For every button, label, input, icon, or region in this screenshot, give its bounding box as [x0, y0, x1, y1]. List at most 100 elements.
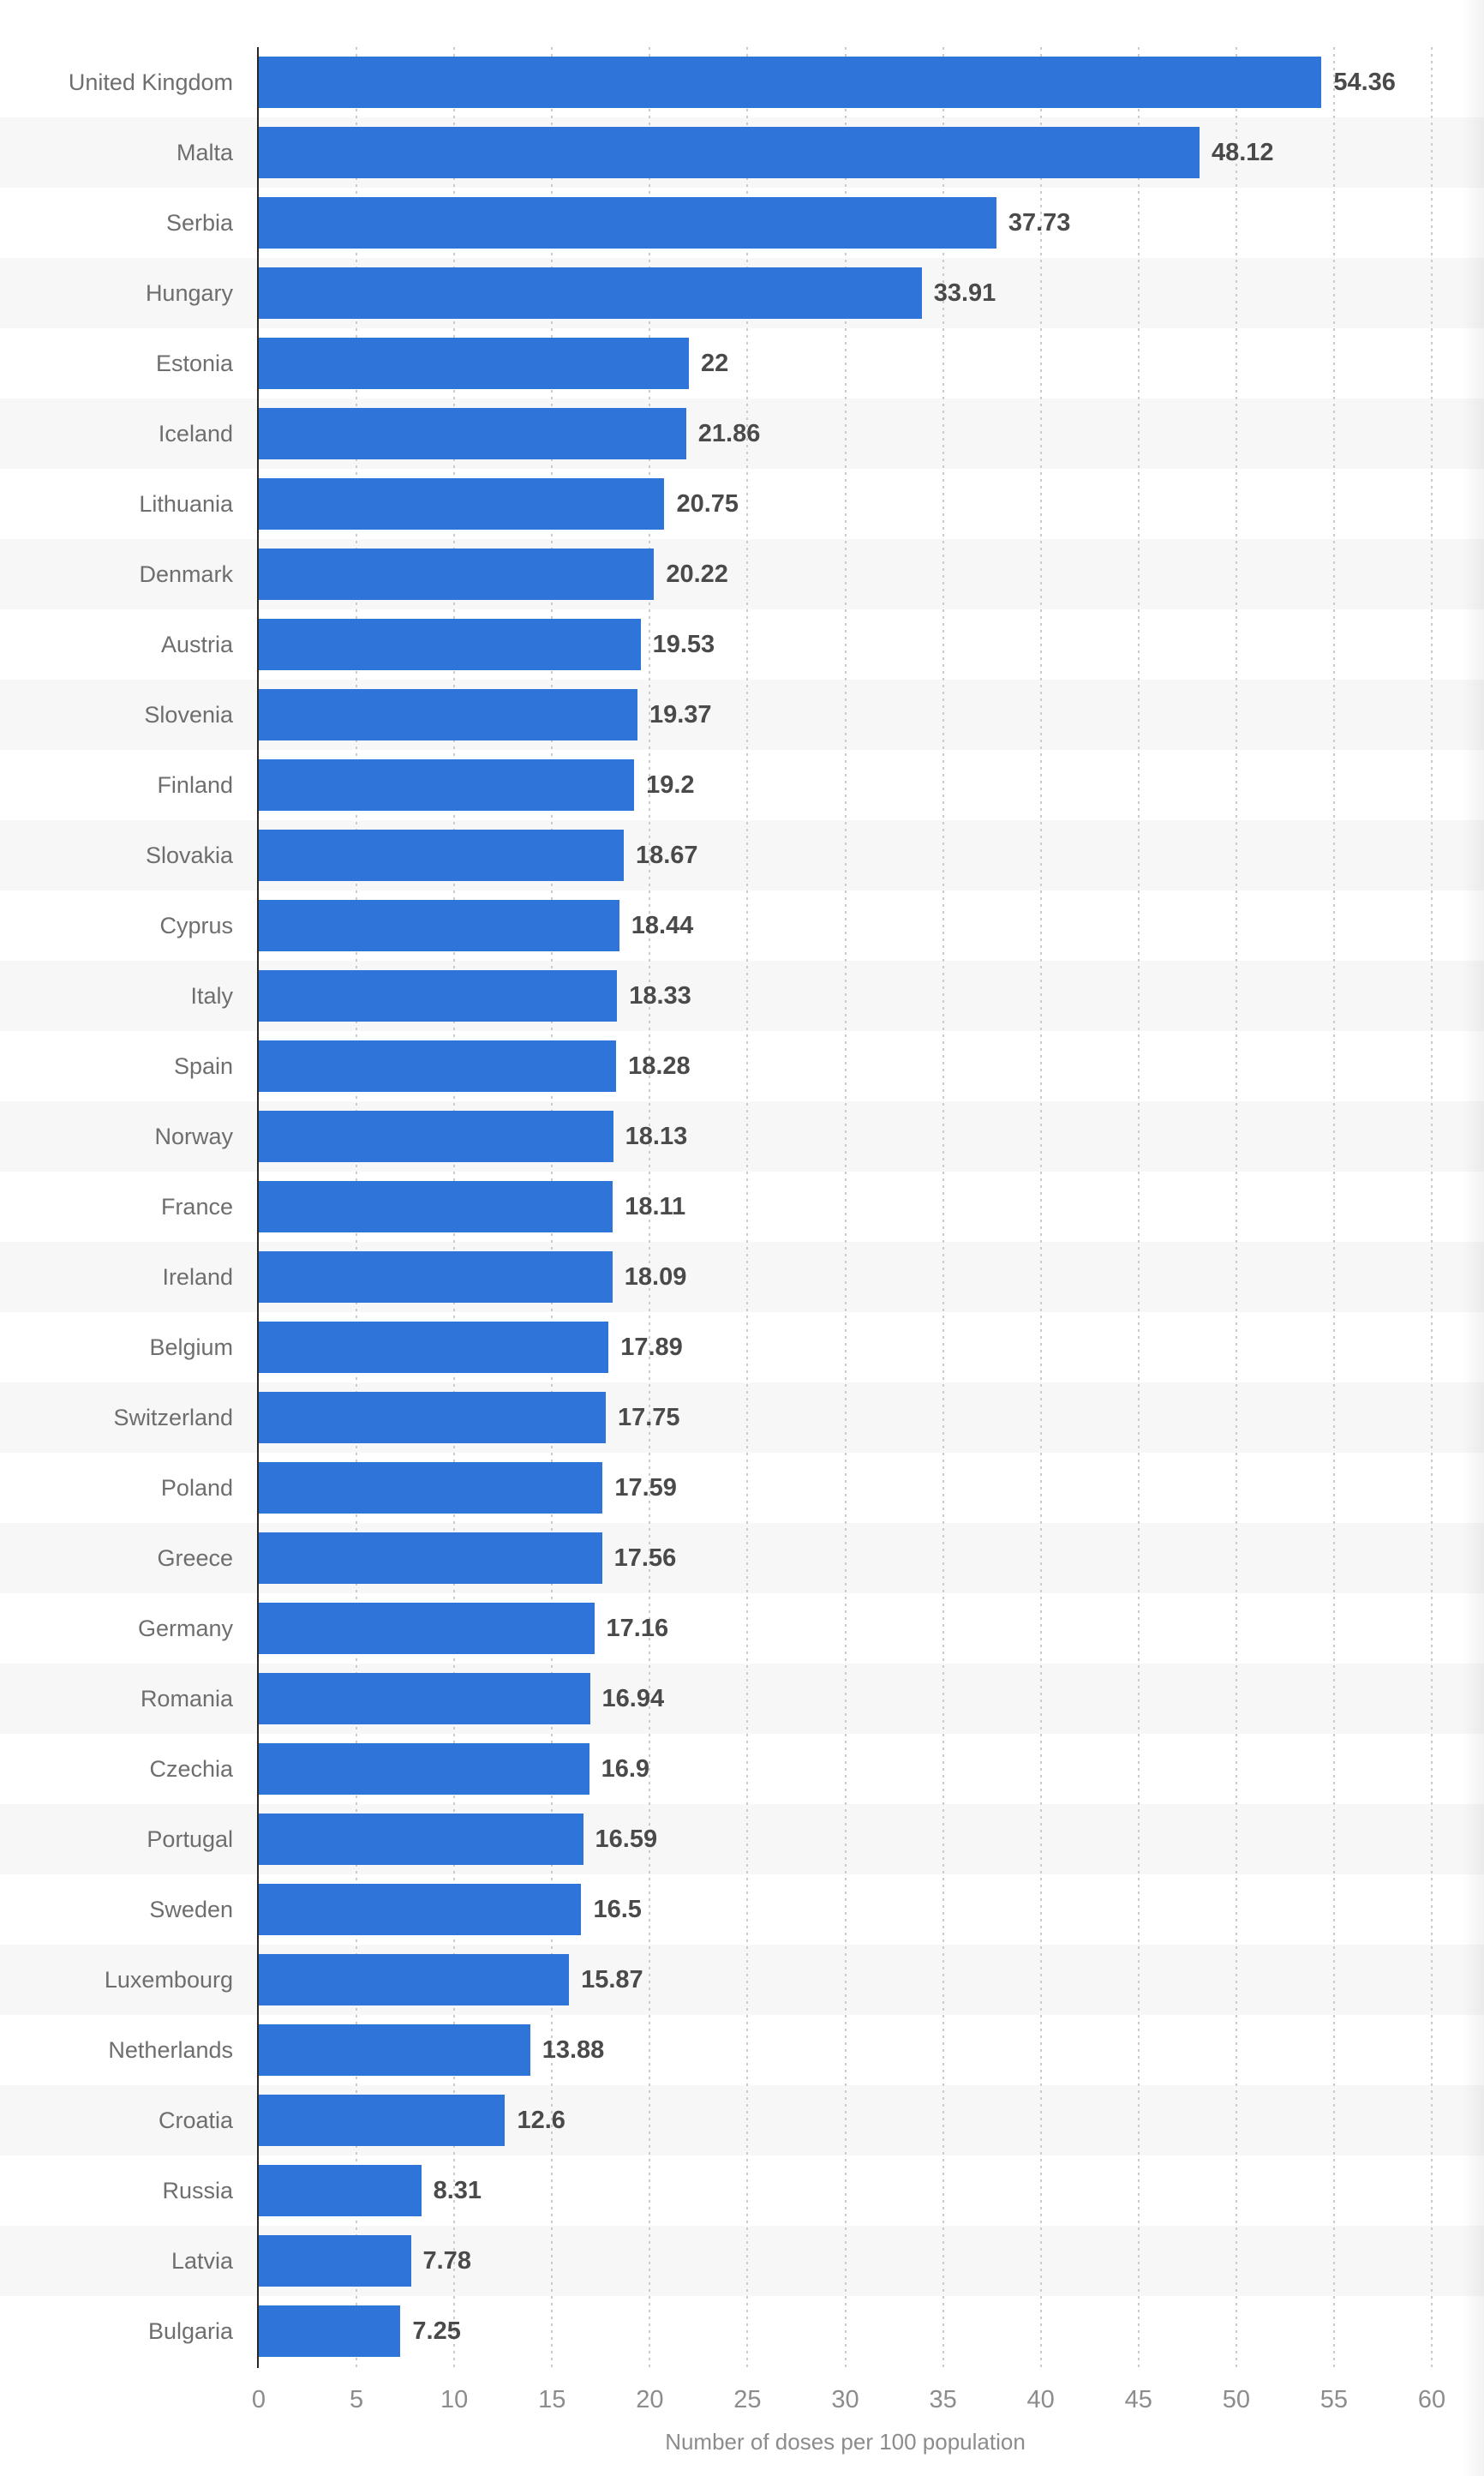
- bar[interactable]: [259, 2095, 506, 2146]
- x-tick-label: 55: [1319, 2386, 1349, 2413]
- value-label: 48.12: [1211, 139, 1274, 166]
- chart-row: Slovenia 19.37: [0, 680, 1484, 750]
- chart-row: Denmark 20.22: [0, 539, 1484, 609]
- chart-row: Romania 16.94: [0, 1664, 1484, 1734]
- category-label: Croatia: [158, 2107, 233, 2133]
- chart-row: Italy 18.33: [0, 961, 1484, 1031]
- chart-row: Austria 19.53: [0, 609, 1484, 680]
- chart-row: Bulgaria 7.25: [0, 2296, 1484, 2366]
- value-label: 18.11: [625, 1193, 686, 1220]
- bar[interactable]: [259, 549, 655, 600]
- bar[interactable]: [259, 267, 922, 319]
- value-label: 16.94: [601, 1685, 665, 1712]
- chart-row: Netherlands 13.88: [0, 2015, 1484, 2085]
- category-label: Lithuania: [139, 491, 233, 517]
- value-label: 19.53: [652, 631, 715, 658]
- category-label: Slovakia: [145, 842, 233, 868]
- bar[interactable]: [259, 1040, 617, 1092]
- bar[interactable]: [259, 1251, 613, 1303]
- bar[interactable]: [259, 830, 624, 881]
- chart-row: Iceland 21.86: [0, 399, 1484, 469]
- bar[interactable]: [259, 1532, 602, 1584]
- bar[interactable]: [259, 1322, 609, 1373]
- x-tick-label: 40: [1026, 2386, 1055, 2413]
- bar[interactable]: [259, 127, 1200, 178]
- chart-row: Czechia 16.9: [0, 1734, 1484, 1804]
- category-label: Ireland: [162, 1264, 233, 1290]
- chart-row: Germany 17.16: [0, 1593, 1484, 1664]
- category-label: Serbia: [165, 210, 233, 236]
- category-label: Bulgaria: [147, 2318, 233, 2344]
- bar[interactable]: [259, 1392, 606, 1443]
- x-tick-label: 50: [1222, 2386, 1250, 2413]
- chart-row: Cyprus 18.44: [0, 890, 1484, 961]
- value-label: 33.91: [933, 279, 996, 307]
- chart-row: Finland 19.2: [0, 750, 1484, 820]
- x-tick-label: 45: [1124, 2386, 1152, 2413]
- bar[interactable]: [259, 478, 665, 530]
- chart-row: Russia 8.31: [0, 2155, 1484, 2226]
- chart-row: Sweden 16.5: [0, 1874, 1484, 1945]
- value-label: 19.37: [649, 701, 712, 728]
- gridline: [1235, 47, 1237, 2370]
- bar[interactable]: [259, 1462, 603, 1514]
- bar[interactable]: [259, 2305, 401, 2357]
- value-label: 18.44: [631, 912, 694, 939]
- value-label: 18.09: [624, 1263, 687, 1291]
- x-tick-label: 15: [538, 2386, 566, 2413]
- category-label: Spain: [173, 1053, 233, 1079]
- category-label: Russia: [162, 2178, 233, 2203]
- bar[interactable]: [259, 57, 1322, 108]
- category-label: Greece: [157, 1545, 233, 1571]
- chart-row: Switzerland 17.75: [0, 1382, 1484, 1453]
- category-label: Denmark: [139, 561, 233, 587]
- bar[interactable]: [259, 2165, 422, 2216]
- category-label: France: [160, 1194, 233, 1220]
- bar[interactable]: [259, 1603, 595, 1654]
- value-label: 18.28: [628, 1052, 691, 1080]
- value-label: 20.75: [676, 490, 739, 518]
- value-label: 22: [700, 350, 729, 377]
- category-label: Romania: [140, 1686, 233, 1712]
- bar[interactable]: [259, 1884, 582, 1935]
- category-label: Poland: [160, 1475, 233, 1501]
- bar[interactable]: [259, 338, 689, 389]
- value-label: 15.87: [581, 1966, 643, 1993]
- x-tick-label: 20: [636, 2386, 664, 2413]
- chart-row: Spain 18.28: [0, 1031, 1484, 1101]
- chart-row: Croatia 12.6: [0, 2085, 1484, 2155]
- category-label: Latvia: [171, 2248, 233, 2274]
- bar[interactable]: [259, 1743, 589, 1795]
- bar[interactable]: [259, 2024, 530, 2076]
- value-label: 21.86: [697, 420, 761, 447]
- category-label: Netherlands: [108, 2037, 233, 2063]
- chart-row: Latvia 7.78: [0, 2226, 1484, 2296]
- chart-row: Poland 17.59: [0, 1453, 1484, 1523]
- bar[interactable]: [259, 689, 637, 740]
- category-label: Sweden: [149, 1897, 233, 1922]
- value-label: 54.36: [1333, 69, 1396, 96]
- gridline: [1039, 47, 1042, 2370]
- value-label: 17.59: [614, 1474, 677, 1502]
- chart-row: Greece 17.56: [0, 1523, 1484, 1593]
- bar[interactable]: [259, 619, 641, 670]
- chart-row: Hungary 33.91: [0, 258, 1484, 328]
- bar[interactable]: [259, 970, 618, 1022]
- bar[interactable]: [259, 900, 619, 951]
- category-label: Norway: [154, 1124, 233, 1149]
- category-label: Hungary: [145, 280, 233, 306]
- bar[interactable]: [259, 759, 635, 811]
- x-tick-label: 30: [831, 2386, 859, 2413]
- bar[interactable]: [259, 1814, 583, 1865]
- value-label: 18.33: [629, 982, 691, 1010]
- bar[interactable]: [259, 1954, 570, 2005]
- bar[interactable]: [259, 1673, 590, 1724]
- x-tick-label: 0: [251, 2386, 266, 2413]
- category-label: Malta: [176, 140, 233, 165]
- bar[interactable]: [259, 1111, 613, 1162]
- bar[interactable]: [259, 1181, 613, 1232]
- bar[interactable]: [259, 2235, 411, 2287]
- bar[interactable]: [259, 197, 996, 249]
- bar[interactable]: [259, 408, 686, 459]
- gridline: [1137, 47, 1140, 2370]
